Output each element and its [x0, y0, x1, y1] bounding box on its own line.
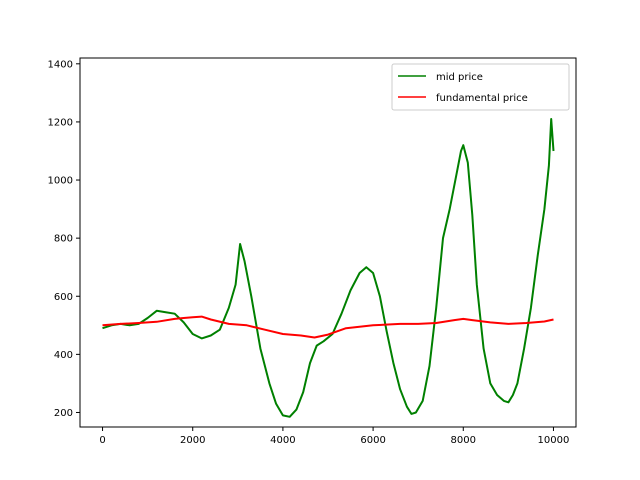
legend-box [391, 63, 570, 111]
x-axis: 0 2000 4000 6000 8000 10000 [99, 427, 569, 446]
y-tick-label: 1400 [48, 59, 73, 70]
series-line-mid-price [102, 118, 555, 418]
y-tick-label: 600 [54, 292, 73, 303]
legend-label-mid-price: mid price [436, 72, 483, 83]
series-line-fundamental-price [102, 315, 554, 339]
y-tick-label: 800 [54, 234, 73, 245]
x-tick-label: 6000 [360, 435, 385, 446]
legend: mid price fundamental price [391, 63, 570, 111]
plot-lines [102, 118, 555, 418]
x-tick-label: 8000 [451, 435, 476, 446]
plot-frame [79, 57, 577, 428]
y-tick-label: 1200 [48, 117, 73, 128]
y-tick-label: 1000 [48, 176, 73, 187]
x-tick-label: 0 [99, 435, 105, 446]
y-axis: 200 400 600 800 1000 1200 1400 [48, 59, 80, 419]
y-tick-label: 200 [54, 408, 73, 419]
x-tick-label: 2000 [180, 435, 205, 446]
y-tick-label: 400 [54, 350, 73, 361]
legend-label-fundamental-price: fundamental price [436, 93, 528, 104]
x-tick-label: 10000 [538, 435, 570, 446]
x-tick-label: 4000 [270, 435, 295, 446]
